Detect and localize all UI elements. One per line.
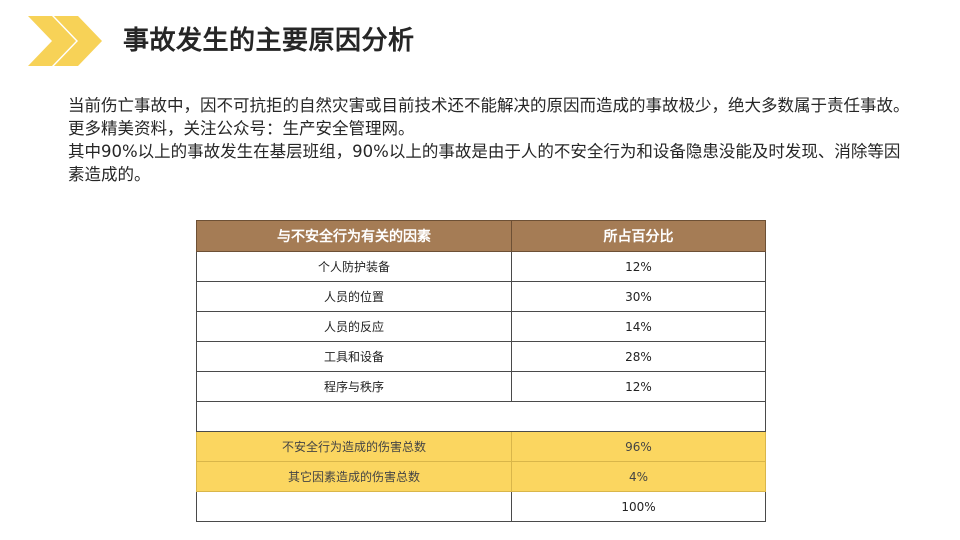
table-header-row: 与不安全行为有关的因素 所占百分比 — [196, 220, 766, 252]
factor-cell: 个人防护装备 — [196, 251, 512, 282]
blank-row — [196, 401, 766, 432]
percent-cell: 12% — [511, 371, 766, 402]
total-value-cell: 100% — [511, 491, 766, 522]
summary-row: 其它因素造成的伤害总数 4% — [196, 461, 766, 492]
table-row: 程序与秩序 12% — [196, 371, 766, 402]
table-row: 人员的反应 14% — [196, 311, 766, 342]
table-row: 个人防护装备 12% — [196, 251, 766, 282]
column-header-factor: 与不安全行为有关的因素 — [196, 220, 512, 252]
total-row: 100% — [196, 491, 766, 522]
blank-cell — [196, 401, 766, 432]
factor-table: 与不安全行为有关的因素 所占百分比 个人防护装备 12% 人员的位置 30% 人… — [196, 220, 766, 522]
summary-label-cell: 其它因素造成的伤害总数 — [196, 461, 512, 492]
factor-cell: 工具和设备 — [196, 341, 512, 372]
percent-cell: 14% — [511, 311, 766, 342]
intro-text: 当前伤亡事故中，因不可抗拒的自然灾害或目前技术还不能解决的原因而造成的事故极少，… — [68, 94, 913, 186]
factor-cell: 人员的反应 — [196, 311, 512, 342]
factor-cell: 程序与秩序 — [196, 371, 512, 402]
percent-cell: 28% — [511, 341, 766, 372]
percent-cell: 30% — [511, 281, 766, 312]
summary-value-cell: 4% — [511, 461, 766, 492]
column-header-percent: 所占百分比 — [511, 220, 766, 252]
factor-cell: 人员的位置 — [196, 281, 512, 312]
summary-value-cell: 96% — [511, 431, 766, 462]
percent-cell: 12% — [511, 251, 766, 282]
double-chevron-icon — [28, 16, 102, 66]
total-label-cell — [196, 491, 512, 522]
table-row: 人员的位置 30% — [196, 281, 766, 312]
table-row: 工具和设备 28% — [196, 341, 766, 372]
summary-row: 不安全行为造成的伤害总数 96% — [196, 431, 766, 462]
page-title: 事故发生的主要原因分析 — [123, 26, 415, 56]
intro-paragraph-2: 其中90%以上的事故发生在基层班组，90%以上的事故是由于人的不安全行为和设备隐… — [68, 142, 901, 184]
intro-paragraph-1: 当前伤亡事故中，因不可抗拒的自然灾害或目前技术还不能解决的原因而造成的事故极少，… — [68, 96, 910, 138]
summary-label-cell: 不安全行为造成的伤害总数 — [196, 431, 512, 462]
